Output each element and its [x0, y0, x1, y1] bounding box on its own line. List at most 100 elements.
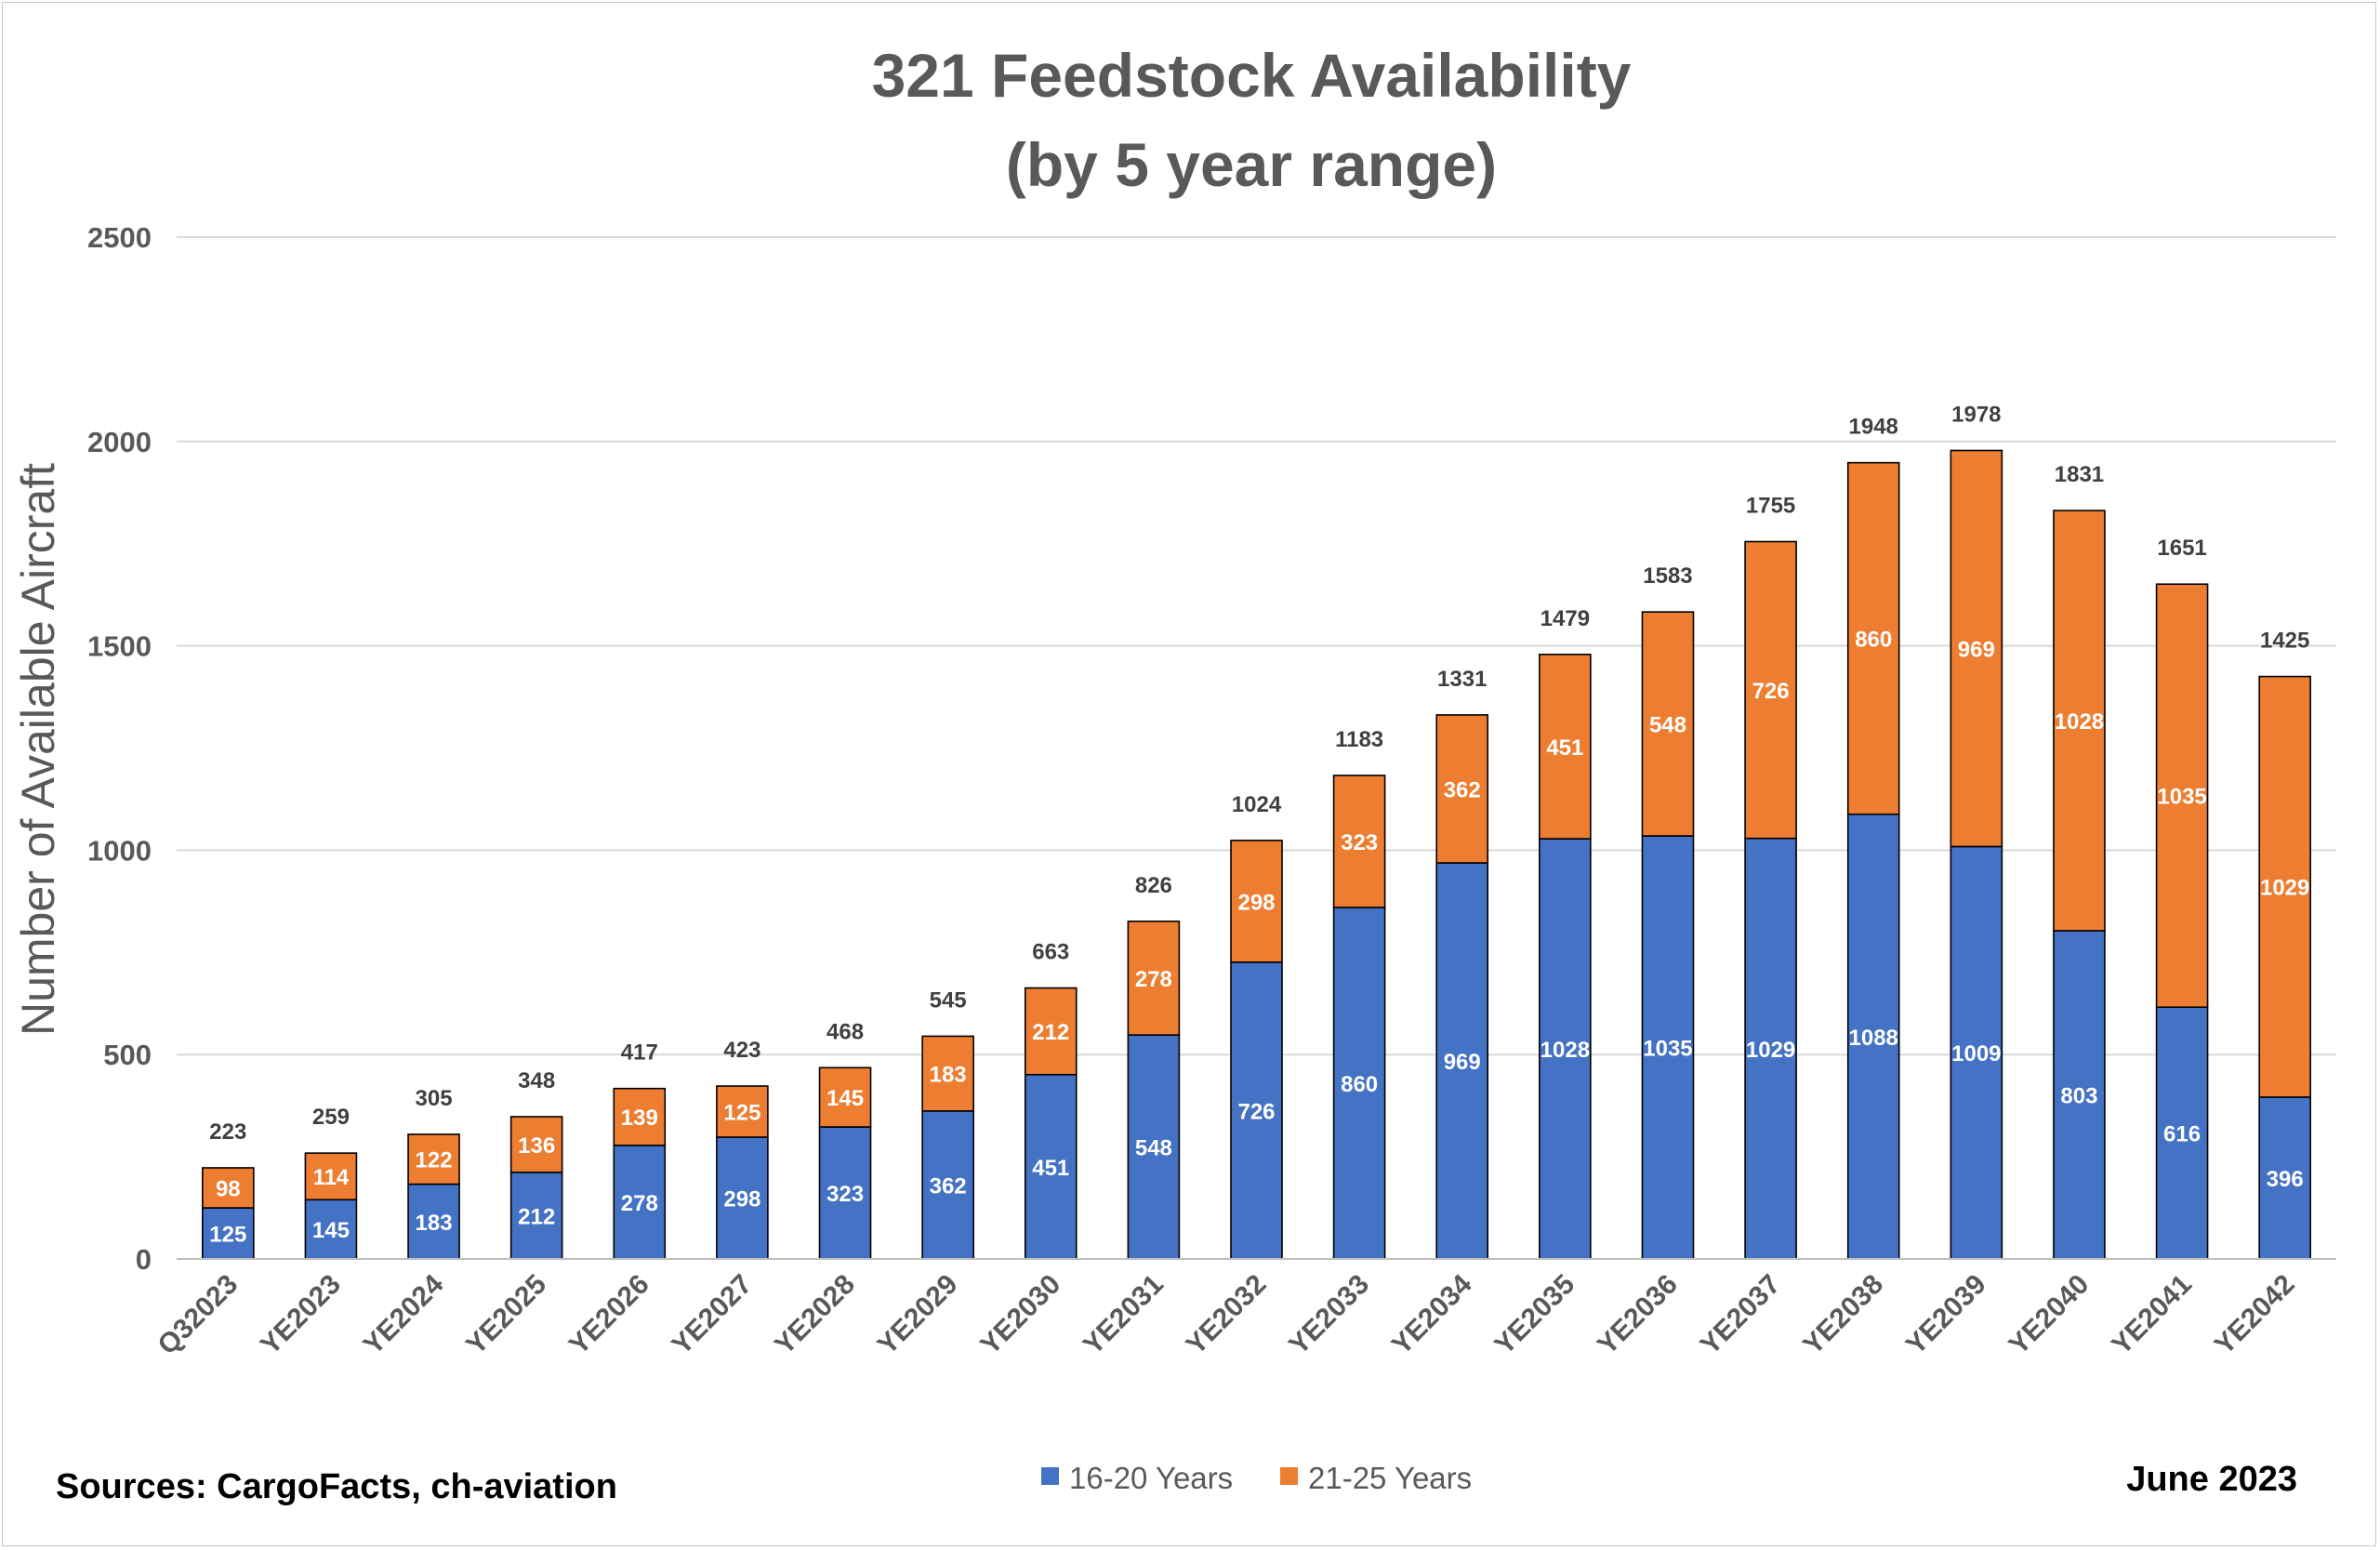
total-label: 826	[1135, 873, 1172, 898]
bar-segment	[921, 1110, 974, 1260]
bar-group: 1029 726 1755	[1744, 494, 1797, 1260]
total-label: 1479	[1540, 606, 1590, 631]
bar-segment	[304, 1152, 358, 1201]
bar-segment	[1024, 1073, 1078, 1260]
total-label: 1651	[2157, 536, 2206, 561]
bar-group: 451 212 663	[1024, 940, 1078, 1260]
legend: 16-20 Years 21-25 Years	[1041, 1461, 1472, 1495]
total-label: 1755	[1746, 494, 1795, 519]
bars: 125 98 223 145 114 259 183 122 305 212 136 348 278 13…	[202, 402, 2311, 1260]
x-tick-label: YE2038	[1797, 1269, 1889, 1361]
bar-group: 1028 451 1479	[1539, 606, 1592, 1260]
x-tick-label: YE2026	[563, 1269, 655, 1361]
data-label: 969	[1444, 1050, 1481, 1075]
bar-segment	[509, 1116, 563, 1173]
bar-segment	[818, 1126, 872, 1260]
data-label: 1088	[1849, 1026, 1898, 1051]
y-axis-label: Number of Available Aircraft	[12, 463, 64, 1036]
data-label: 860	[1855, 628, 1892, 653]
x-axis-ticks: Q32023 YE2023 YE2024 YE2025 YE2026 YE2027 YE20…	[152, 1268, 2300, 1360]
data-label: 278	[1135, 967, 1172, 992]
data-label: 122	[416, 1148, 453, 1173]
legend-swatch-16-20-years	[1041, 1467, 1059, 1485]
total-label: 1425	[2260, 629, 2309, 654]
total-label: 1583	[1643, 563, 1692, 589]
y-tick-label: 1500	[87, 630, 152, 663]
bar-group: 183 122 305	[407, 1086, 460, 1260]
total-label: 1331	[1437, 667, 1487, 692]
bar-segment	[1539, 654, 1592, 840]
bar-segment	[1641, 611, 1695, 837]
bar-segment	[407, 1183, 460, 1260]
data-label: 278	[621, 1191, 658, 1216]
total-label: 259	[312, 1105, 350, 1130]
data-label: 125	[209, 1223, 246, 1248]
bar-segment	[1024, 987, 1078, 1076]
bar-segment	[2258, 1096, 2311, 1260]
bar-group: 125 98 223	[202, 1119, 255, 1260]
bar-group: 860 323 1183	[1332, 727, 1386, 1260]
data-label: 726	[1237, 1099, 1275, 1124]
bar-segment	[716, 1085, 769, 1138]
bar-group: 616 1035 1651	[2155, 536, 2209, 1260]
bar-group: 969 362 1331	[1435, 667, 1489, 1260]
x-tick-label: YE2030	[974, 1269, 1066, 1361]
data-label: 1009	[1951, 1041, 2001, 1066]
total-label: 423	[723, 1038, 760, 1063]
x-tick-label: YE2028	[769, 1269, 861, 1361]
chart-title-line-2: (by 5 year range)	[1006, 130, 1497, 199]
data-label: 1029	[2260, 876, 2309, 901]
bar-group: 396 1029 1425	[2258, 629, 2311, 1260]
x-tick-label: YE2041	[2106, 1269, 2198, 1361]
data-label: 1035	[1643, 1037, 1692, 1062]
total-label: 305	[416, 1086, 453, 1111]
bar-segment	[1127, 921, 1181, 1036]
x-tick-label: YE2031	[1078, 1269, 1170, 1361]
x-tick-label: YE2029	[872, 1269, 964, 1361]
data-label: 298	[723, 1186, 760, 1212]
bar-segment	[1539, 838, 1592, 1260]
bar-segment	[1332, 775, 1386, 908]
data-label: 145	[826, 1086, 864, 1111]
bar-segment	[818, 1066, 872, 1128]
x-tick-label: YE2032	[1181, 1269, 1273, 1361]
bar-segment	[1127, 1034, 1181, 1260]
bar-group: 145 114 259	[304, 1105, 358, 1260]
y-tick-label: 1000	[87, 834, 152, 867]
y-axis-ticks: 0 500 1000 1500 2000 2500	[87, 221, 152, 1276]
legend-label-16-20-years: 16-20 Years	[1069, 1461, 1233, 1495]
bar-segment	[202, 1167, 255, 1209]
bar-segment	[1950, 845, 2003, 1260]
data-label: 396	[2267, 1167, 2304, 1192]
total-label: 468	[826, 1019, 864, 1044]
data-label: 969	[1958, 637, 1995, 662]
bar-segment	[1744, 540, 1797, 840]
data-label: 803	[2060, 1084, 2097, 1109]
bar-group: 1009 969 1978	[1950, 402, 2003, 1260]
bar-segment	[1230, 840, 1283, 963]
data-label: 548	[1649, 713, 1686, 738]
data-label: 212	[1032, 1020, 1069, 1045]
bar-group: 278 139 417	[613, 1040, 667, 1260]
data-label: 1028	[2055, 709, 2104, 735]
bar-group: 212 136 348	[509, 1068, 563, 1260]
data-label: 136	[518, 1133, 555, 1159]
data-label: 125	[723, 1101, 760, 1126]
data-label: 860	[1341, 1072, 1378, 1097]
data-label: 726	[1752, 679, 1790, 704]
date-note: June 2023	[2126, 1460, 2297, 1499]
y-tick-label: 0	[136, 1243, 152, 1276]
chart-title: 321 Feedstock Availability (by 5 year ra…	[872, 41, 1632, 199]
y-tick-label: 500	[103, 1039, 152, 1071]
x-tick-label: YE2035	[1488, 1269, 1580, 1361]
x-tick-label: YE2040	[2003, 1269, 2096, 1361]
x-tick-label: YE2024	[358, 1268, 450, 1360]
total-label: 417	[621, 1040, 658, 1066]
bar-segment	[2258, 675, 2311, 1098]
data-label: 548	[1135, 1136, 1172, 1161]
sources-note: Sources: CargoFacts, ch-aviation	[56, 1467, 617, 1506]
x-tick-label: YE2034	[1386, 1268, 1478, 1360]
total-label: 1024	[1232, 792, 1282, 817]
